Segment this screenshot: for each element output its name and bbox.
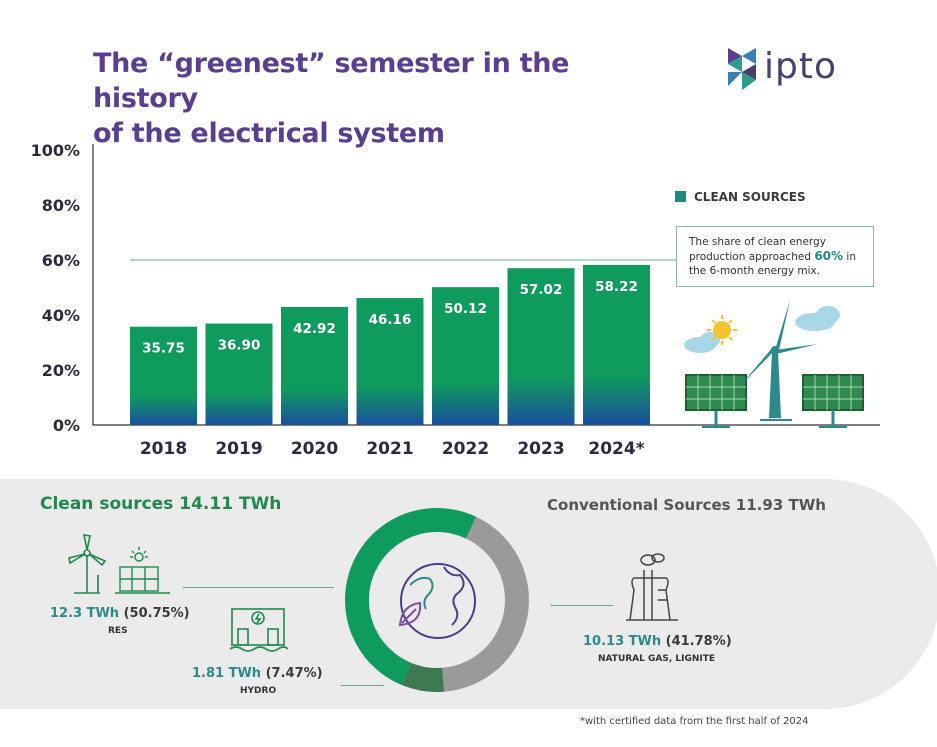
y-tick-label: 100% — [31, 141, 80, 160]
hydro-pct: (7.47%) — [265, 666, 323, 681]
title-line-1: The “greenest” semester in the history — [93, 48, 570, 114]
gas-twh: 10.13 TWh — [583, 634, 662, 649]
donut-slice-hydro — [401, 662, 445, 693]
x-tick-label: 2021 — [366, 439, 413, 459]
power-plant-icon — [626, 553, 678, 621]
hydro-value: 1.81 TWh (7.47%) — [192, 666, 323, 681]
bar-value-label: 58.22 — [595, 279, 638, 295]
cloud-icon — [795, 306, 840, 331]
sun-icon — [707, 315, 737, 345]
y-tick-label: 80% — [42, 196, 80, 215]
bar-value-label: 50.12 — [444, 301, 487, 317]
bar-value-label: 46.16 — [369, 312, 412, 328]
bar-2018 — [130, 326, 197, 425]
solar-panel-icon — [685, 374, 747, 428]
hydro-twh: 1.81 TWh — [192, 666, 262, 681]
bar-chart: 0% 20% 40% 60% 80% 100% 35.75 36.90 42.92 46.16 5… — [31, 141, 880, 459]
hydro-dam-icon — [229, 608, 289, 652]
clean-sources-title: Clean sources 14.11 TWh — [40, 494, 282, 514]
x-tick-label: 2023 — [517, 439, 564, 459]
x-tick-label: 2022 — [442, 439, 489, 459]
bar-2021 — [356, 298, 424, 425]
hydro-connector — [341, 685, 383, 686]
note-text-before: The share of clean energy production app… — [689, 236, 826, 263]
x-tick-label: 2020 — [291, 439, 338, 459]
x-tick-label: 2018 — [140, 439, 187, 459]
annotation-box: The share of clean energy production app… — [676, 226, 874, 287]
bar-2022 — [432, 287, 499, 425]
res-icons — [68, 534, 170, 594]
wind-turbine-icon — [68, 534, 107, 594]
bar-2023 — [507, 268, 575, 425]
gas-connector — [551, 605, 613, 606]
legend-swatch — [675, 191, 686, 202]
note-text-after: in the 6-month energy mix. — [689, 251, 856, 277]
donut-slice-res — [344, 508, 477, 685]
ipto-logo: ipto — [724, 46, 854, 94]
res-twh: 12.3 TWh — [50, 606, 120, 621]
bar-2019 — [205, 323, 273, 425]
y-tick-label: 0% — [53, 416, 80, 435]
res-label: RES — [108, 626, 128, 636]
hydro-label: HYDRO — [240, 686, 277, 696]
bar-value-label: 42.92 — [293, 321, 336, 337]
bar-2020 — [281, 306, 348, 425]
ipto-logo-icon — [728, 48, 756, 90]
gas-value: 10.13 TWh (41.78%) — [583, 634, 732, 649]
gas-pct: (41.78%) — [665, 634, 732, 649]
bar-value-label: 36.90 — [218, 338, 261, 354]
donut-slice-conventional — [442, 516, 529, 692]
chart-legend: CLEAN SOURCES — [675, 190, 806, 204]
x-tick-label: 2024* — [588, 439, 644, 459]
y-tick-label: 20% — [42, 361, 80, 380]
globe-leaf-icon — [398, 563, 476, 639]
conventional-sources-title: Conventional Sources 11.93 TWh — [547, 496, 826, 514]
x-tick-label: 2019 — [215, 439, 262, 459]
logo-text: ipto — [764, 46, 837, 87]
note-highlight: 60% — [814, 249, 844, 263]
y-tick-label: 60% — [42, 251, 80, 270]
gas-label: NATURAL GAS, LIGNITE — [598, 654, 716, 664]
renewables-illustration — [684, 300, 864, 428]
legend-label: CLEAN SOURCES — [694, 190, 806, 204]
title-line-2: of the electrical system — [93, 118, 445, 149]
res-pct: (50.75%) — [123, 606, 190, 621]
footnote: *with certified data from the first half… — [580, 716, 809, 727]
bar-value-label: 35.75 — [142, 341, 185, 357]
bar-2024 — [583, 264, 650, 425]
solar-panel-icon — [802, 374, 864, 428]
y-tick-label: 40% — [42, 306, 80, 325]
bar-value-label: 57.02 — [520, 282, 563, 298]
res-value: 12.3 TWh (50.75%) — [50, 606, 190, 621]
page-title: The “greenest” semester in the history o… — [93, 46, 653, 151]
energy-donut-chart — [344, 508, 529, 693]
solar-panel-icon — [115, 547, 170, 594]
res-connector — [183, 587, 333, 588]
wind-turbine-icon — [740, 300, 818, 421]
cloud-icon — [684, 332, 720, 353]
